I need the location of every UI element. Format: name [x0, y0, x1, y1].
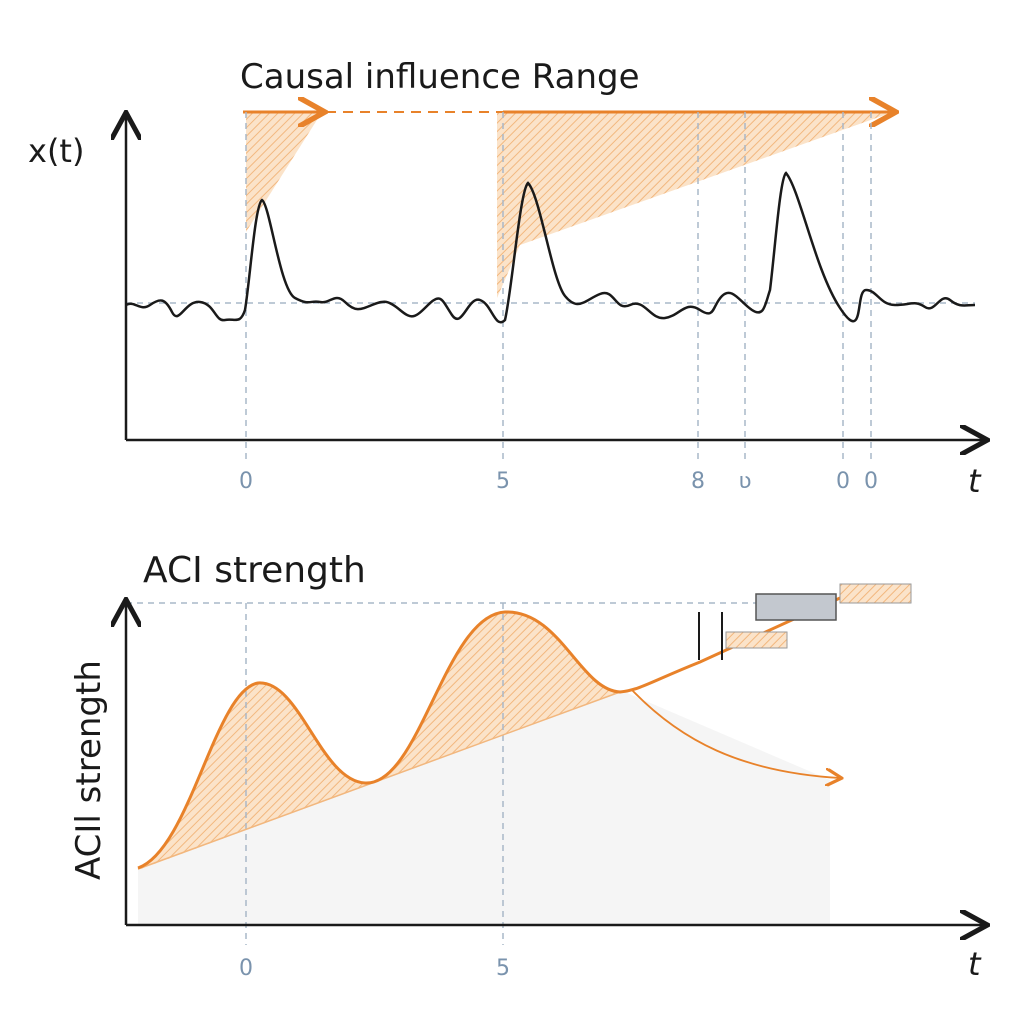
bottom-panel: ACI strength ACIl strength 0 5 t	[69, 550, 985, 983]
top-title: Causal influence Range	[240, 57, 640, 97]
influence-region-2	[497, 112, 893, 298]
top-tick: 8	[691, 469, 705, 494]
aci-excess-region	[138, 611, 620, 870]
bottom-title: ACI strength	[143, 550, 366, 591]
aci-strength-curve	[137, 596, 841, 870]
top-tick: 0	[836, 469, 850, 494]
top-tick: 5	[496, 469, 510, 494]
top-tick: ʋ	[738, 469, 751, 494]
top-guides	[126, 112, 975, 460]
bottom-guides	[126, 602, 840, 945]
decay-arrow	[631, 689, 840, 778]
baseline-region	[138, 690, 830, 925]
top-y-label: x(t)	[28, 132, 84, 170]
bottom-tick: 5	[496, 956, 510, 981]
step-box-1	[725, 631, 788, 649]
bottom-tick: 0	[239, 956, 253, 981]
top-tick: 0	[239, 469, 253, 494]
top-tick: 0	[864, 469, 878, 494]
top-panel: Causal influence Range x(t) 0 5 8 ʋ 0 0 …	[28, 57, 985, 500]
influence-region-1	[246, 112, 322, 232]
signal-line	[125, 171, 976, 324]
step-box-3	[839, 583, 912, 604]
top-x-label: t	[968, 462, 982, 500]
bottom-x-label: t	[968, 945, 982, 983]
bottom-y-label: ACIl strength	[69, 660, 109, 880]
step-box-2	[755, 593, 837, 621]
